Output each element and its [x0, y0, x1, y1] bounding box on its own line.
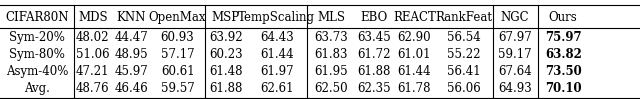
Text: 67.97: 67.97 — [499, 31, 532, 44]
Text: Ours: Ours — [549, 11, 577, 24]
Text: 70.10: 70.10 — [545, 82, 582, 95]
Text: 59.17: 59.17 — [499, 48, 532, 61]
Text: 67.64: 67.64 — [499, 65, 532, 78]
Text: REACT: REACT — [393, 11, 436, 24]
Text: 46.46: 46.46 — [115, 82, 148, 95]
Text: CIFAR80N: CIFAR80N — [5, 11, 68, 24]
Text: 75.97: 75.97 — [545, 31, 582, 44]
Text: 48.76: 48.76 — [76, 82, 109, 95]
Text: 51.06: 51.06 — [76, 48, 109, 61]
Text: 61.72: 61.72 — [358, 48, 391, 61]
Text: 45.97: 45.97 — [115, 65, 148, 78]
Text: 60.23: 60.23 — [209, 48, 243, 61]
Text: 61.95: 61.95 — [314, 65, 348, 78]
Text: 61.88: 61.88 — [358, 65, 391, 78]
Text: OpenMax: OpenMax — [149, 11, 206, 24]
Text: 55.22: 55.22 — [447, 48, 481, 61]
Text: 62.35: 62.35 — [358, 82, 391, 95]
Text: 62.61: 62.61 — [260, 82, 294, 95]
Text: 57.17: 57.17 — [161, 48, 195, 61]
Text: 63.92: 63.92 — [209, 31, 243, 44]
Text: 61.01: 61.01 — [397, 48, 431, 61]
Text: 44.47: 44.47 — [115, 31, 148, 44]
Text: 60.93: 60.93 — [161, 31, 195, 44]
Text: 48.95: 48.95 — [115, 48, 148, 61]
Text: 62.50: 62.50 — [314, 82, 348, 95]
Text: 63.82: 63.82 — [545, 48, 582, 61]
Text: MDS: MDS — [78, 11, 108, 24]
Text: 56.54: 56.54 — [447, 31, 481, 44]
Text: 60.61: 60.61 — [161, 65, 195, 78]
Text: Sym-80%: Sym-80% — [9, 48, 65, 61]
Text: MLS: MLS — [317, 11, 345, 24]
Text: Asym-40%: Asym-40% — [6, 65, 68, 78]
Text: 56.41: 56.41 — [447, 65, 481, 78]
Text: 61.44: 61.44 — [397, 65, 431, 78]
Text: 61.88: 61.88 — [209, 82, 243, 95]
Text: 47.21: 47.21 — [76, 65, 109, 78]
Text: TempScaling: TempScaling — [238, 11, 316, 24]
Text: 56.06: 56.06 — [447, 82, 481, 95]
Text: 73.50: 73.50 — [545, 65, 582, 78]
Text: 62.90: 62.90 — [397, 31, 431, 44]
Text: EBO: EBO — [361, 11, 388, 24]
Text: 64.93: 64.93 — [499, 82, 532, 95]
Text: 63.45: 63.45 — [358, 31, 391, 44]
Text: Sym-20%: Sym-20% — [9, 31, 65, 44]
Text: 61.97: 61.97 — [260, 65, 294, 78]
Text: 64.43: 64.43 — [260, 31, 294, 44]
Text: 61.83: 61.83 — [314, 48, 348, 61]
Text: 59.57: 59.57 — [161, 82, 195, 95]
Text: 63.73: 63.73 — [314, 31, 348, 44]
Text: 61.78: 61.78 — [397, 82, 431, 95]
Text: KNN: KNN — [116, 11, 146, 24]
Text: Avg.: Avg. — [24, 82, 50, 95]
Text: RankFeat: RankFeat — [435, 11, 493, 24]
Text: MSP: MSP — [212, 11, 239, 24]
Text: 48.02: 48.02 — [76, 31, 109, 44]
Text: 61.44: 61.44 — [260, 48, 294, 61]
Text: 61.48: 61.48 — [209, 65, 243, 78]
Text: NGC: NGC — [501, 11, 529, 24]
